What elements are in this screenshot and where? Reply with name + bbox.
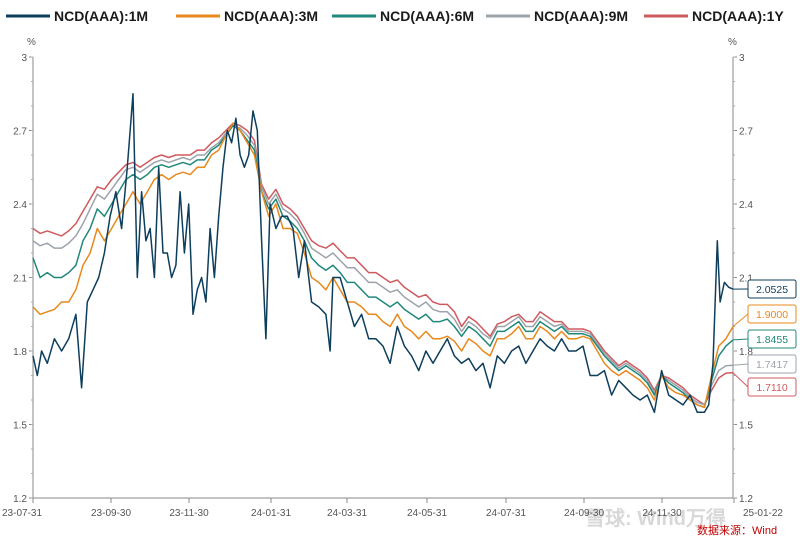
end-labels: 2.0525 1.9000 1.8455 1.7417 1.7110 bbox=[732, 279, 797, 397]
source-label: 数据来源：Wind bbox=[697, 523, 777, 537]
series-line-ncd-aaa-1m bbox=[32, 92, 734, 414]
legend-label: NCD(AAA):3M bbox=[224, 8, 318, 24]
x-tick-label: 24-11-30 bbox=[642, 508, 682, 519]
y-tick-label: 3 bbox=[21, 53, 27, 64]
end-label-value: 1.7110 bbox=[756, 382, 787, 394]
y-tick-label-right: 1.2 bbox=[739, 494, 753, 505]
end-label-box bbox=[747, 329, 797, 349]
end-label-value: 1.8455 bbox=[756, 334, 788, 346]
x-tick-label: 25-01-22 bbox=[743, 508, 783, 519]
end-label-leader bbox=[732, 338, 749, 341]
series-line-ncd-aaa-3m bbox=[32, 122, 734, 409]
y-tick-label: 2.7 bbox=[13, 127, 27, 138]
y-tick-label: 1.8 bbox=[13, 347, 27, 358]
y-tick-label-right: 2.1 bbox=[739, 274, 753, 285]
x-tick-label: 23-11-30 bbox=[169, 508, 209, 519]
end-label-value: 1.7417 bbox=[756, 359, 788, 371]
y-tick-label-right: 1.8 bbox=[739, 347, 753, 358]
x-tick-label: 24-03-31 bbox=[327, 508, 367, 519]
series-line-ncd-aaa-1y bbox=[32, 122, 734, 406]
y-tick-label: 2.1 bbox=[13, 274, 27, 285]
y-tick-label-right: 2.4 bbox=[739, 200, 753, 211]
y-tick-label-right: 2.7 bbox=[739, 127, 753, 138]
legend-label: NCD(AAA):1Y bbox=[692, 8, 784, 24]
x-tick-label: 24-07-31 bbox=[486, 508, 526, 519]
end-label-box bbox=[747, 377, 797, 397]
end-label-value: 2.0525 bbox=[756, 284, 788, 296]
legend-label: NCD(AAA):6M bbox=[380, 8, 474, 24]
x-tick-label: 24-01-31 bbox=[251, 508, 291, 519]
chart-legend: NCD(AAA):1M NCD(AAA):3M NCD(AAA):6M NCD(AAA… bbox=[6, 8, 784, 24]
end-label-box bbox=[747, 354, 797, 374]
y-axis-unit-left: % bbox=[27, 37, 36, 48]
x-tick-label: 24-09-30 bbox=[564, 508, 604, 519]
end-label-box bbox=[747, 304, 797, 324]
y-tick-label: 1.2 bbox=[13, 494, 27, 505]
y-tick-label: 1.5 bbox=[13, 421, 27, 432]
x-tick-label: 24-05-31 bbox=[407, 508, 447, 519]
legend-label: NCD(AAA):1M bbox=[54, 8, 148, 24]
legend-label: NCD(AAA):9M bbox=[534, 8, 628, 24]
end-label-box bbox=[747, 279, 797, 299]
y-tick-label-right: 1.5 bbox=[739, 421, 753, 432]
y-tick-label-right: 3 bbox=[739, 53, 745, 64]
end-label-leader bbox=[732, 372, 749, 388]
watermark: 雪球: Wind万得 bbox=[585, 506, 726, 530]
end-label-value: 1.9000 bbox=[756, 309, 788, 321]
y-axis-unit-right: % bbox=[728, 37, 737, 48]
x-tick-label: 23-09-30 bbox=[91, 508, 131, 519]
series-lines bbox=[32, 92, 734, 414]
series-line-ncd-aaa-9m bbox=[32, 124, 734, 406]
series-line-ncd-aaa-6m bbox=[32, 124, 734, 409]
end-label-leader bbox=[732, 363, 749, 366]
y-tick-label: 2.4 bbox=[13, 200, 27, 211]
x-tick-label: 23-07-31 bbox=[2, 508, 42, 519]
end-label-leader bbox=[732, 313, 749, 327]
axes: 1.2 1.2 1.5 1.5 1.8 1.8 2.1 2.1 2.4 2.4 2.7 2.7 3 3 23… bbox=[2, 53, 783, 519]
